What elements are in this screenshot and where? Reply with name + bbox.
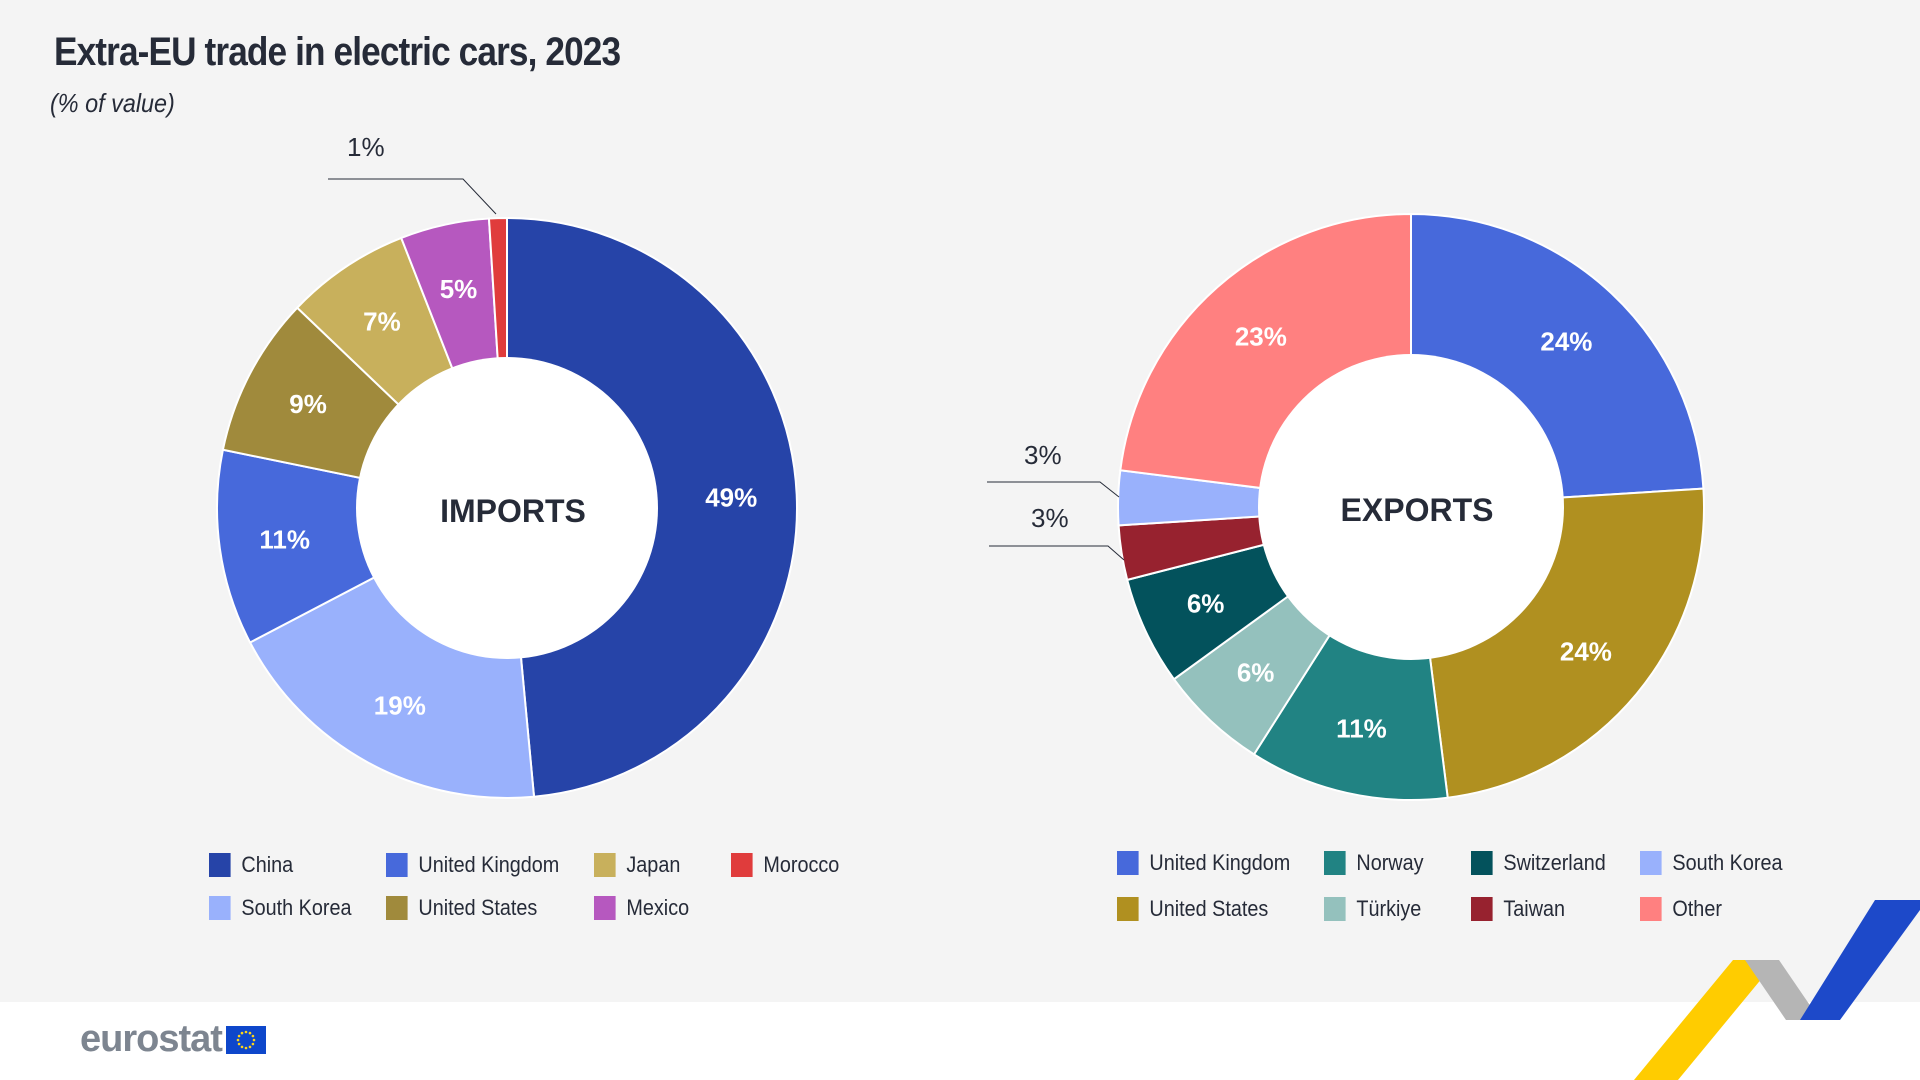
legend-swatch bbox=[1117, 851, 1139, 875]
blue-stripe bbox=[1800, 900, 1920, 1020]
chart-subtitle: (% of value) bbox=[50, 88, 175, 118]
legend-item: United States bbox=[386, 895, 537, 921]
legend-label: Taiwan bbox=[1503, 896, 1566, 921]
data-label: 1% bbox=[347, 132, 385, 162]
center-label: EXPORTS bbox=[1341, 492, 1494, 528]
data-label: 24% bbox=[1540, 327, 1592, 357]
legend-item: United Kingdom bbox=[386, 852, 559, 878]
logo-text: eurostat bbox=[80, 1018, 223, 1060]
legend-item: Morocco bbox=[731, 852, 839, 878]
legend-item: Taiwan bbox=[1471, 896, 1565, 922]
legend-label: Norway bbox=[1356, 850, 1424, 875]
legend-label: South Korea bbox=[241, 895, 352, 920]
data-label: 11% bbox=[259, 524, 310, 554]
legend-item: United States bbox=[1117, 896, 1268, 922]
legend-label: United Kingdom bbox=[1149, 850, 1291, 875]
leader-line bbox=[989, 545, 1125, 561]
legend-item: Switzerland bbox=[1471, 850, 1606, 876]
leader-line bbox=[328, 178, 497, 215]
legend-swatch bbox=[386, 853, 408, 877]
legend-item: Norway bbox=[1324, 850, 1424, 876]
legend-item: Other bbox=[1640, 896, 1722, 922]
data-label: 19% bbox=[374, 690, 426, 720]
chart-title: Extra-EU trade in electric cars, 2023 bbox=[54, 30, 621, 74]
legend-label: United Kingdom bbox=[418, 852, 560, 877]
grey-chevron bbox=[1745, 960, 1820, 1020]
legend-swatch bbox=[1640, 851, 1662, 875]
legend-item: Türkiye bbox=[1324, 896, 1421, 922]
legend-swatch bbox=[209, 896, 231, 920]
data-label: 7% bbox=[363, 307, 401, 337]
legend-label: Other bbox=[1672, 896, 1722, 921]
legend-swatch bbox=[209, 853, 231, 877]
center-label: IMPORTS bbox=[440, 493, 586, 529]
legend-label: South Korea bbox=[1672, 850, 1783, 875]
legend-swatch bbox=[1471, 897, 1493, 921]
legend-swatch bbox=[594, 896, 616, 920]
legend-swatch bbox=[1324, 897, 1346, 921]
data-label: 9% bbox=[289, 389, 327, 419]
data-label: 23% bbox=[1235, 322, 1287, 352]
legend-label: Morocco bbox=[763, 852, 840, 877]
legend-swatch bbox=[1117, 897, 1139, 921]
eu-flag-icon bbox=[225, 1025, 266, 1054]
data-label: 49% bbox=[705, 483, 757, 513]
legend-label: United States bbox=[418, 895, 538, 920]
legend-swatch bbox=[1471, 851, 1493, 875]
eurostat-logo: eurostat bbox=[80, 1018, 266, 1061]
footer bbox=[0, 1002, 1920, 1080]
legend-item: United Kingdom bbox=[1117, 850, 1290, 876]
legend-label: Japan bbox=[626, 852, 681, 877]
legend-item: Mexico bbox=[594, 895, 689, 921]
legend-swatch bbox=[1640, 897, 1662, 921]
legend-label: United States bbox=[1149, 896, 1269, 921]
data-label: 6% bbox=[1187, 589, 1225, 619]
data-label: 6% bbox=[1237, 657, 1275, 687]
leader-line bbox=[987, 481, 1120, 498]
legend-item: Japan bbox=[594, 852, 680, 878]
yellow-stripe bbox=[1634, 960, 1777, 1080]
legend-label: Switzerland bbox=[1503, 850, 1606, 875]
legend-label: China bbox=[241, 852, 294, 877]
data-label: 5% bbox=[440, 274, 478, 304]
donut-hole bbox=[356, 357, 658, 659]
donut-hole bbox=[1258, 354, 1564, 660]
legend-item: South Korea bbox=[1640, 850, 1782, 876]
legend-swatch bbox=[386, 896, 408, 920]
data-label: 3% bbox=[1031, 503, 1069, 533]
legend-swatch bbox=[731, 853, 753, 877]
legend-swatch bbox=[594, 853, 616, 877]
data-label: 24% bbox=[1560, 637, 1612, 667]
legend-label: Mexico bbox=[626, 895, 690, 920]
data-label: 3% bbox=[1024, 440, 1062, 470]
data-label: 11% bbox=[1336, 714, 1387, 744]
legend-swatch bbox=[1324, 851, 1346, 875]
legend-item: China bbox=[209, 852, 293, 878]
legend-label: Türkiye bbox=[1356, 896, 1422, 921]
legend-item: South Korea bbox=[209, 895, 351, 921]
